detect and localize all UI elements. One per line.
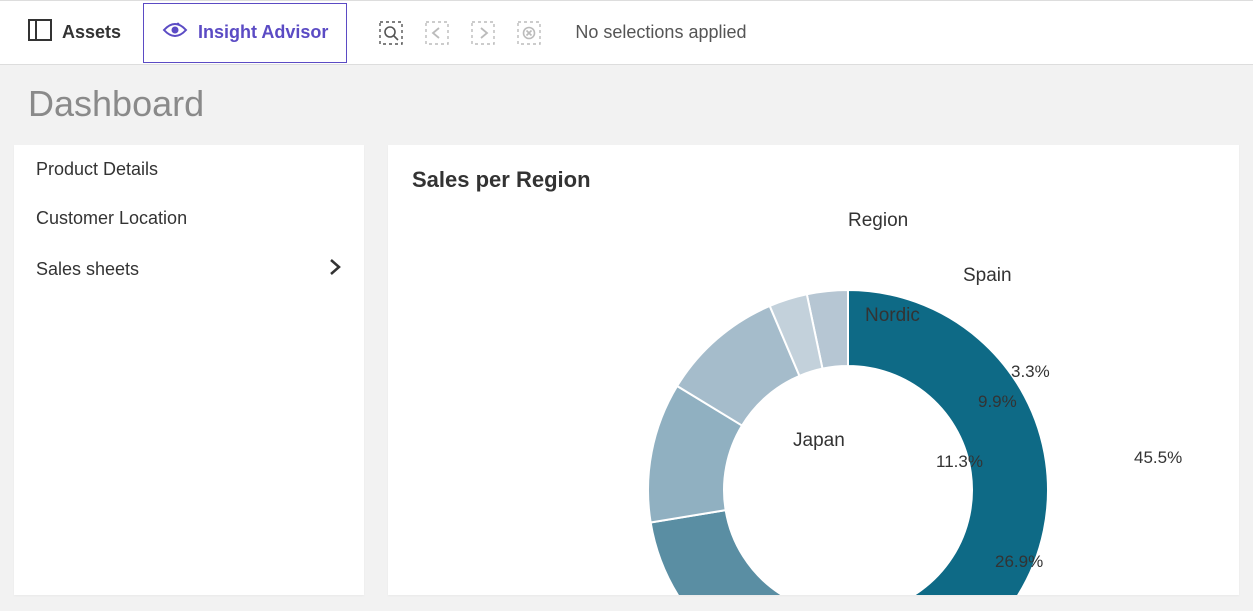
pct-label: 26.9% — [995, 552, 1043, 572]
content-area: Product Details Customer Location Sales sh… — [0, 135, 1253, 605]
sidebar-item-product-details[interactable]: Product Details — [14, 145, 364, 194]
sidebar-item-label: Product Details — [36, 159, 158, 180]
insight-advisor-button[interactable]: Insight Advisor — [143, 3, 347, 63]
slice-label-nordic: Nordic — [865, 305, 920, 327]
selection-tools: No selections applied — [367, 19, 746, 47]
slice-label-japan: Japan — [793, 430, 845, 452]
selection-forward-icon[interactable] — [469, 19, 497, 47]
page-title: Dashboard — [0, 65, 1253, 135]
sidebar-item-sales-sheets[interactable]: Sales sheets — [14, 243, 364, 296]
pct-label: 11.3% — [936, 452, 983, 472]
pct-label: 9.9% — [978, 392, 1017, 412]
assets-label: Assets — [62, 22, 121, 43]
pct-label: 45.5% — [1134, 448, 1182, 468]
no-selections-label: No selections applied — [575, 22, 746, 43]
donut-slice-uk[interactable] — [651, 510, 904, 595]
pct-label: 3.3% — [1011, 362, 1050, 382]
donut-slice-usa[interactable] — [848, 290, 1048, 595]
insight-label: Insight Advisor — [198, 22, 328, 43]
selection-search-icon[interactable] — [377, 19, 405, 47]
eye-light-icon — [162, 20, 188, 45]
assets-button[interactable]: Assets — [10, 3, 139, 63]
sidebar-item-label: Customer Location — [36, 208, 187, 229]
slice-label-spain: Spain — [963, 265, 1012, 287]
donut-chart[interactable]: SpainUSAJapanNordic3.3%9.9%11.3%45.5%26.… — [588, 230, 1108, 595]
chart-title: Sales per Region — [412, 167, 1215, 193]
chart-legend-title: Region — [848, 210, 908, 232]
chart-card: Sales per Region Region SpainUSAJapanNor… — [388, 145, 1239, 595]
sidebar-item-label: Sales sheets — [36, 259, 139, 280]
chevron-right-icon — [328, 257, 342, 282]
selection-back-icon[interactable] — [423, 19, 451, 47]
sidebar-panel: Product Details Customer Location Sales sh… — [14, 145, 364, 595]
selection-clear-icon[interactable] — [515, 19, 543, 47]
panel-icon — [28, 19, 52, 46]
toolbar: Assets Insight Advisor No selections app… — [0, 0, 1253, 65]
sidebar-item-customer-location[interactable]: Customer Location — [14, 194, 364, 243]
